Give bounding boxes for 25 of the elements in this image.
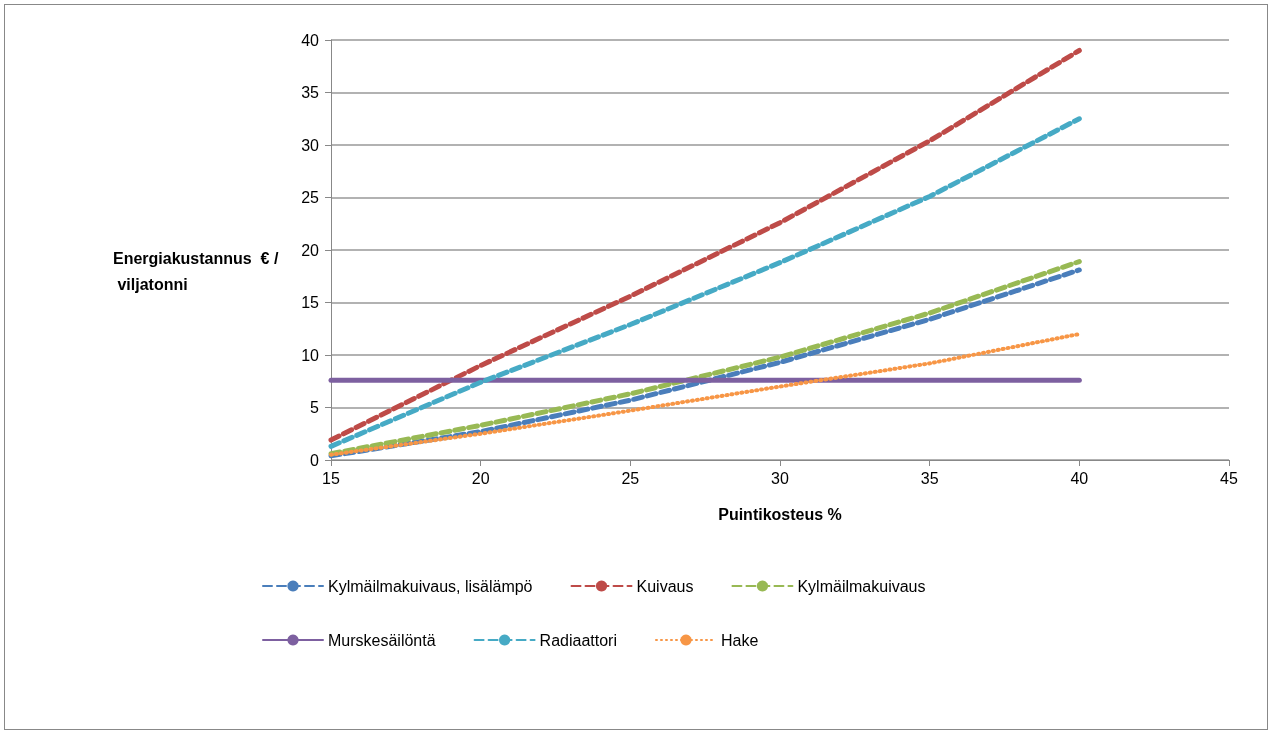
y-tick-label: 10 — [301, 346, 320, 364]
y-tick-label: 30 — [301, 136, 320, 154]
x-tick-label: 20 — [471, 469, 490, 487]
y-tick-label: 5 — [310, 399, 320, 416]
legend-label: Kylmäilmakuivaus — [797, 577, 926, 595]
x-tick-label: 35 — [920, 469, 939, 487]
legend-label: Murskesäilöntä — [328, 631, 436, 649]
y-axis-title: Energiakustannus € / viljatonni — [113, 249, 279, 293]
x-tick-label: 25 — [621, 469, 640, 487]
x-tick-label: 15 — [322, 469, 340, 487]
legend-label: Kuivaus — [636, 577, 694, 595]
x-axis-title: Puintikosteus % — [718, 505, 842, 523]
legend-label: Kylmäilmakuivaus, lisälämpö — [328, 577, 533, 595]
legend-label: Hake — [720, 631, 759, 649]
x-tick-label: 45 — [1220, 469, 1238, 487]
legend-label: Radiaattori — [539, 631, 617, 649]
y-tick-label: 25 — [301, 189, 320, 206]
x-tick-label: 40 — [1070, 469, 1089, 487]
y-tick-label: 15 — [301, 294, 320, 311]
x-tick-label: 30 — [771, 469, 789, 487]
y-tick-label: 35 — [301, 84, 320, 101]
y-tick-label: 0 — [310, 451, 320, 469]
y-tick-label: 40 — [301, 31, 320, 49]
line-series — [329, 332, 1082, 457]
y-tick-label: 20 — [301, 241, 320, 259]
